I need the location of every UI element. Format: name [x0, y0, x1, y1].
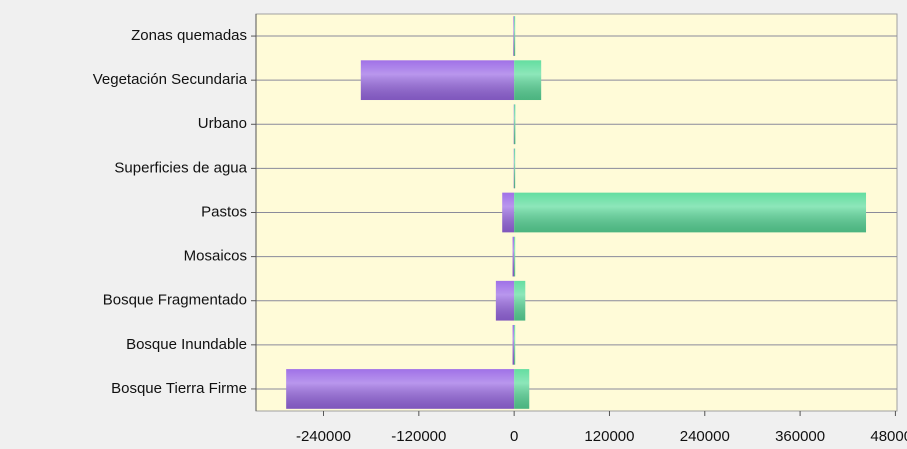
bar-gloss [514, 148, 516, 189]
x-tick-label: 360000 [775, 428, 825, 445]
bar-gloss [514, 192, 867, 233]
x-tick-label: 120000 [584, 428, 634, 445]
bar-gloss [514, 60, 542, 101]
y-tick-label: Bosque Tierra Firme [111, 380, 247, 397]
bar-gloss [502, 192, 515, 233]
x-tick-label: -120000 [391, 428, 446, 445]
bar-gloss [495, 280, 515, 321]
y-tick-label: Superficies de agua [114, 159, 247, 176]
bar-gloss [514, 324, 516, 365]
y-tick-label: Pastos [201, 203, 247, 220]
x-tick-label: 0 [510, 428, 518, 445]
y-tick-label: Mosaicos [184, 248, 247, 265]
x-tick-label: 480000 [870, 428, 907, 445]
bar-gloss [360, 60, 515, 101]
bar-gloss [512, 324, 515, 365]
y-tick-label: Bosque Inundable [126, 336, 247, 353]
y-tick-label: Bosque Fragmentado [103, 292, 247, 309]
bar-gloss [514, 104, 516, 145]
y-tick-label: Zonas quemadas [131, 27, 247, 44]
y-tick-label: Vegetación Secundaria [93, 71, 248, 88]
bar-gloss [514, 236, 516, 277]
bar-gloss [514, 280, 526, 321]
bar-gloss [286, 369, 515, 409]
x-tick-label: -240000 [296, 428, 351, 445]
bar-gloss [512, 236, 515, 277]
y-tick-label: Urbano [198, 115, 247, 132]
x-tick-label: 240000 [680, 428, 730, 445]
bar-gloss [513, 16, 515, 56]
bar-gloss [514, 369, 530, 409]
bar-gloss [514, 16, 516, 56]
